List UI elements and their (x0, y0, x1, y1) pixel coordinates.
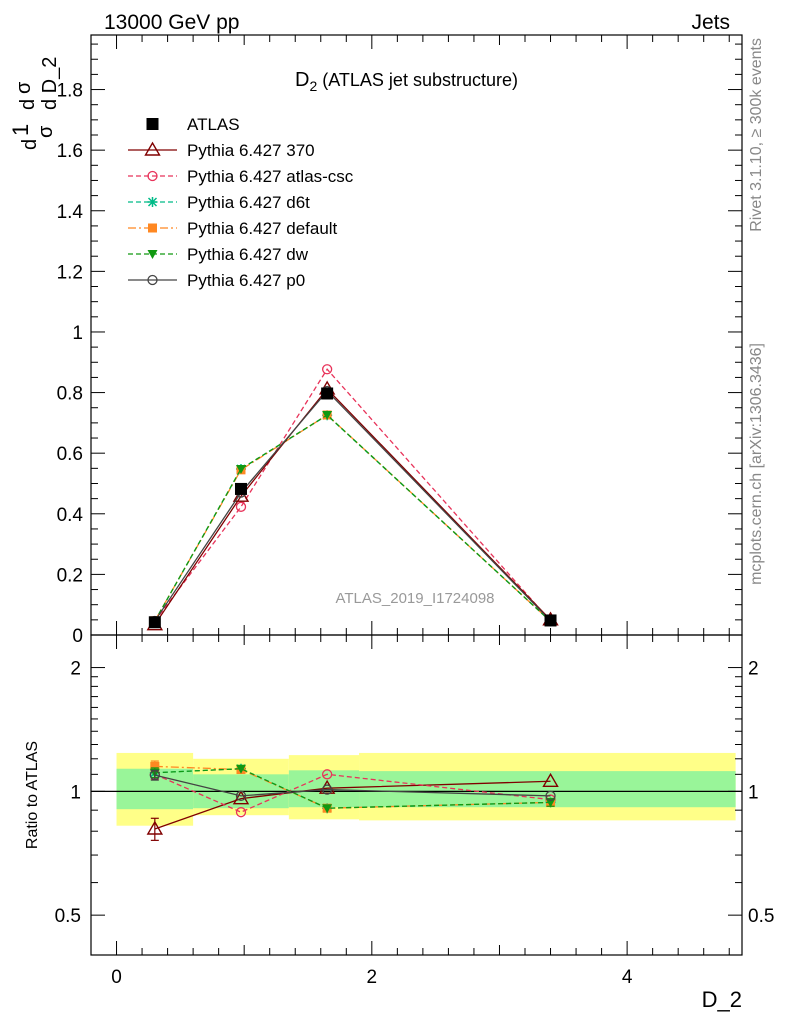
main-y-tick-label: 1 (72, 323, 83, 344)
ratio-point (542, 772, 559, 787)
data-point (235, 464, 246, 474)
main-title: D2 (ATLAS jet substructure) (295, 69, 518, 94)
main-y-tick-label: 0.4 (57, 505, 84, 526)
svg-text:d: d (19, 139, 41, 150)
main-y-label: d . 1 σ d d D_2 σ (8, 57, 61, 150)
x-tick-label: 4 (622, 967, 633, 988)
svg-text:1: 1 (8, 124, 33, 136)
ratio-y-tick-label: 1 (70, 782, 81, 803)
rivet-label: Rivet 3.1.10, ≥ 300k events (748, 38, 765, 232)
x-tick-label: 2 (367, 967, 378, 988)
legend-marker (147, 197, 158, 207)
legend-marker (148, 223, 157, 233)
legend-marker (147, 170, 158, 182)
main-y-tick-label: 1.8 (57, 81, 83, 102)
ratio-point (235, 764, 246, 774)
ratio-point (150, 761, 160, 771)
ratio-point (321, 784, 333, 795)
main-y-tick-label: 1.6 (57, 141, 83, 162)
data-point (544, 614, 557, 627)
main-y-tick-label: 0.6 (57, 444, 83, 465)
main-y-tick-label: 0 (72, 626, 83, 647)
series-line-pythia-6-427-atlas-csc (154, 368, 552, 622)
ratio-y-tick-label: 2 (70, 659, 81, 680)
ratio-point (232, 790, 250, 805)
legend-label: Pythia 6.427 dw (187, 245, 309, 264)
legend-label: ATLAS (187, 115, 240, 134)
main-y-tick-label: 0.2 (57, 565, 83, 586)
ratio-y-tick-label-right: 0.5 (748, 906, 774, 927)
data-point (321, 364, 333, 375)
legend-label: Pythia 6.427 370 (187, 141, 315, 160)
legend-label: Pythia 6.427 default (187, 219, 338, 238)
ratio-y-tick-label: 0.5 (55, 906, 81, 927)
legend-label: Pythia 6.427 atlas-csc (187, 167, 354, 186)
main-y-tick-label: 0.8 (57, 384, 83, 405)
svg-text:σ: σ (13, 81, 35, 94)
data-point (148, 616, 161, 629)
ratio-point (545, 798, 556, 808)
ratio-point (321, 769, 333, 780)
series-line-pythia-6-427-p0 (154, 390, 551, 622)
ratio-frame (90, 634, 743, 956)
legend-marker (147, 250, 158, 259)
legend: ATLAS Pythia 6.427 370 Pythia 6.427 atlas-… (128, 115, 354, 290)
legend-marker (146, 118, 159, 130)
ratio-line (154, 780, 551, 830)
ratio-point (235, 790, 247, 802)
mcplots-label: mcplots.cern.ch [arXiv:1306.3436] (748, 343, 765, 585)
ratio-y-tick-label-right: 2 (748, 659, 759, 680)
ratio-point (545, 790, 556, 802)
svg-text:d: d (17, 99, 39, 110)
svg-text:σ: σ (35, 125, 57, 138)
data-point (322, 411, 333, 420)
analysis-annotation: ATLAS_2019_I1724098 (335, 590, 494, 607)
ratio-point (146, 820, 164, 835)
x-tick-label: 0 (111, 967, 122, 988)
data-point (321, 387, 334, 400)
ratio-line (154, 773, 551, 813)
ratio-point (322, 804, 333, 814)
ratio-point (149, 769, 160, 781)
main-y-tick-label: 1.4 (57, 202, 84, 223)
main-y-tick-label: 1.2 (57, 262, 83, 283)
main-panel: 0 0.2 0.4 0.6 0.8 1 1.2 1.4 1.6 1.8 D2 (ATLAS jet… (8, 34, 743, 647)
svg-text:d D_2: d D_2 (39, 57, 61, 110)
header-left: 13000 GeV pp (104, 11, 239, 34)
header-right: Jets (691, 11, 730, 34)
x-axis-label: D_2 (702, 987, 742, 1012)
data-point (235, 501, 247, 512)
ratio-panel: 0.5 0.5 1 1 2 2 0 2 4 Ratio to ATLAS D_2 (24, 634, 774, 1012)
legend-label: Pythia 6.427 p0 (187, 271, 305, 290)
ratio-line (154, 768, 551, 809)
ratio-y-tick-label-right: 1 (748, 782, 759, 803)
legend-marker (147, 274, 158, 286)
data-point (234, 482, 247, 495)
ratio-line (154, 774, 551, 797)
ratio-point (235, 807, 247, 818)
ratio-y-label: Ratio to ATLAS (24, 741, 41, 849)
legend-marker (144, 141, 161, 156)
legend-label: Pythia 6.427 d6t (187, 193, 310, 212)
